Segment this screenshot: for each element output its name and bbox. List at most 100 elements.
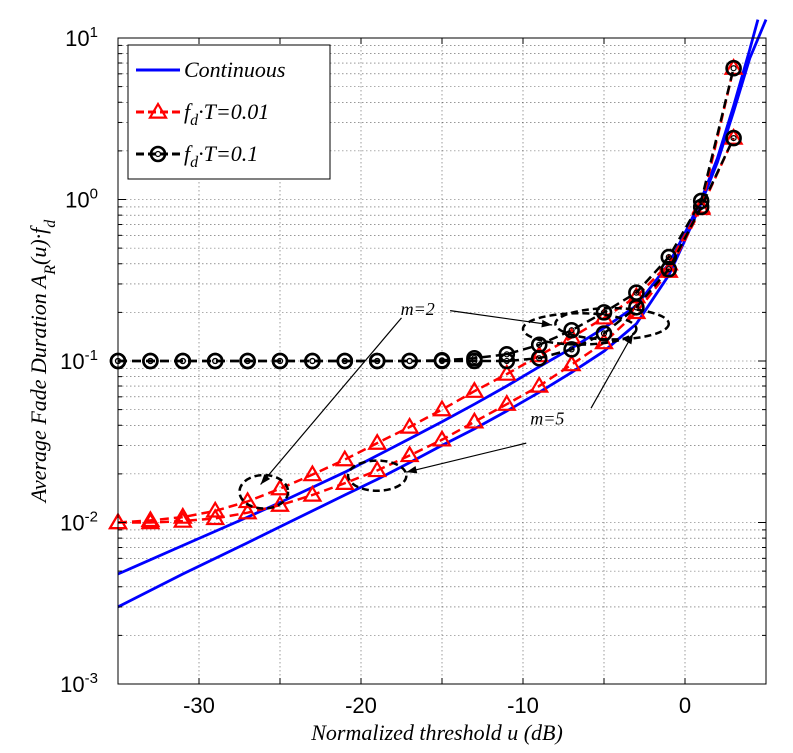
circle-marker-inner: [633, 304, 640, 311]
circle-marker: [304, 352, 321, 370]
circle-marker: [368, 352, 386, 370]
series-line: [117, 19, 760, 576]
circle-marker: [563, 341, 580, 358]
circle-marker: [239, 352, 256, 370]
triangle-marker: [270, 495, 290, 512]
triangle-marker: [367, 432, 388, 450]
y-tick-label: 10-3: [60, 670, 98, 697]
annotations: m=2 m=5: [238, 299, 671, 510]
circle-marker-inner: [309, 357, 316, 365]
circle-marker: [692, 198, 710, 216]
circle-marker: [433, 352, 451, 370]
triangle-marker: [399, 416, 420, 434]
circle-marker: [336, 352, 354, 370]
x-tick-label: -20: [345, 693, 377, 718]
x-tick-label: -10: [507, 693, 539, 718]
triangle-marker: [302, 464, 323, 482]
circle-marker: [628, 299, 645, 316]
annotation-arrow: [590, 333, 634, 409]
legend-label: fd·T=0.1: [184, 141, 258, 171]
triangle-marker: [399, 445, 420, 463]
circle-marker: [530, 349, 548, 367]
circle-marker-inner: [665, 266, 672, 273]
annotation-ellipse: [346, 459, 408, 492]
circle-marker-inner: [600, 309, 608, 316]
triangle-marker: [367, 460, 388, 478]
triangle-marker: [432, 399, 452, 417]
series-layer: [108, 19, 768, 609]
triangle-marker: [529, 375, 550, 393]
triangle-marker: [237, 502, 258, 520]
circle-marker: [498, 346, 516, 363]
legend-entry-1: fd·T=0.01: [136, 99, 269, 129]
circle-marker: [563, 321, 580, 339]
annotation-arrowhead: [624, 333, 634, 345]
triangle-marker: [464, 411, 485, 429]
circle-marker-inner: [374, 357, 381, 365]
circle-marker-inner: [633, 289, 640, 296]
triangle-marker: [205, 500, 226, 518]
series-line: [117, 19, 768, 609]
triangle-marker: [140, 512, 161, 530]
y-tick-label: 100: [65, 186, 98, 213]
circle-marker: [401, 352, 418, 370]
legend-label: fd·T=0.01: [184, 99, 269, 129]
circle-marker: [271, 352, 289, 370]
circle-marker: [660, 260, 678, 278]
circle-marker-inner: [503, 357, 510, 365]
y-tick-label: 10-2: [60, 509, 98, 536]
triangle-marker: [334, 473, 355, 490]
circle-marker: [725, 59, 742, 77]
circle-marker-inner: [147, 357, 154, 365]
circle-marker-inner: [154, 150, 162, 158]
triangle-marker: [148, 101, 168, 119]
series-line: [118, 137, 735, 524]
series-line: [117, 67, 735, 524]
circle-marker-inner: [438, 357, 446, 365]
legend-entry-2: fd·T=0.1: [136, 141, 258, 171]
triangle-marker: [594, 332, 614, 350]
circle-marker-inner: [568, 327, 575, 334]
annotation-arrowhead: [541, 319, 553, 328]
circle-marker: [206, 352, 224, 370]
circle-marker-inner: [341, 357, 348, 365]
circle-marker-inner: [471, 357, 478, 365]
triangle-marker: [561, 354, 582, 372]
circle-marker: [142, 352, 159, 370]
circle-marker: [725, 129, 742, 147]
annotation-arrow: [406, 442, 527, 473]
circle-marker: [498, 352, 516, 370]
series-0: [117, 19, 760, 576]
triangle-marker: [432, 429, 452, 447]
annotation-label: m=5: [530, 409, 564, 429]
annotation-0: m=2: [238, 299, 638, 510]
triangle-marker: [334, 449, 355, 467]
circle-marker-inner: [665, 253, 672, 261]
circle-marker-inner: [276, 357, 284, 365]
triangle-marker: [496, 394, 517, 411]
annotation-arrowhead: [406, 466, 418, 474]
annotation-ellipse: [521, 312, 638, 346]
triangle-marker: [723, 58, 744, 75]
triangle-marker: [464, 381, 485, 398]
legend-entry-0: Continuous: [136, 57, 285, 82]
series-5: [109, 129, 742, 370]
x-tick-label: 0: [679, 693, 691, 718]
circle-marker-inner: [730, 134, 737, 142]
circle-marker: [595, 304, 613, 321]
annotation-label: m=2: [401, 299, 435, 319]
y-axis-title: Average Fade Duration AR(u)·fd: [26, 219, 59, 505]
circle-marker-inner: [406, 357, 413, 365]
circle-marker-inner: [568, 346, 575, 353]
y-tick-label: 10-1: [60, 347, 98, 374]
circle-marker-inner: [212, 357, 219, 365]
circle-marker: [466, 352, 483, 370]
axis-ticks: -30 -20 -10 0 10-3 10-2 10-1 100 101: [60, 24, 767, 718]
triangle-marker: [237, 491, 258, 509]
circle-marker-inner: [698, 203, 705, 210]
annotation-1: m=5: [346, 306, 671, 492]
annotation-arrow: [450, 310, 553, 326]
circle-marker-inner: [536, 341, 543, 348]
annotation-ellipse: [238, 473, 290, 510]
